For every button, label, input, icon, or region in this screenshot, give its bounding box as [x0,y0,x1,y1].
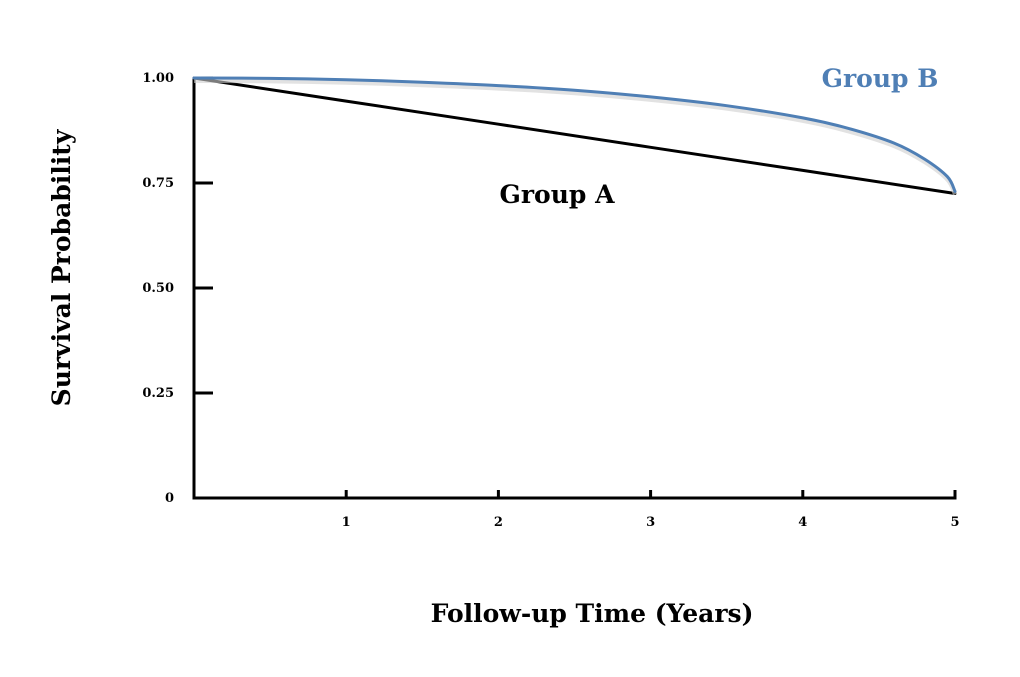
group-b-line-shadow [193,79,957,196]
x-tick-label: 4 [798,515,807,530]
y-tick-label: 0.50 [142,281,174,296]
group-b-label: Group B [822,64,939,93]
group-b-line [192,76,957,193]
x-axis-title: Follow-up Time (Years) [431,599,754,628]
y-axis-title: Survival Probability [47,128,76,406]
series-layer [192,76,957,196]
y-tick-label: 0 [165,491,174,506]
y-tick-label: 0.75 [142,176,174,191]
group-a-label: Group A [500,180,616,209]
labels-layer: Group A Group B [500,64,939,209]
y-tick-label: 1.00 [142,71,174,86]
axes: 0 0.25 0.50 0.75 1.00 1 2 3 4 5 [142,71,959,530]
x-tick-label: 3 [646,515,655,530]
x-tick-label: 2 [494,515,503,530]
x-tick-label: 5 [950,515,959,530]
x-tick-label: 1 [342,515,351,530]
y-tick-label: 0.25 [142,386,174,401]
group-a-line [192,76,957,195]
